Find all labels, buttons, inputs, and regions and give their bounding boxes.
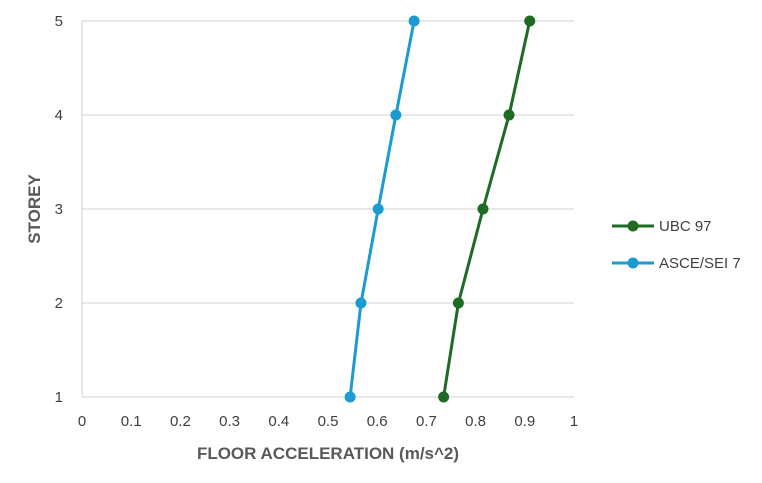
data-point-ubc-97 [503, 109, 515, 121]
gridlines [82, 20, 574, 398]
legend: UBC 97 ASCE/SEI 7 [612, 218, 741, 272]
x-tick-label: 0.8 [465, 413, 486, 430]
legend-marker-asce-sei-7 [627, 257, 639, 269]
x-tick-label: 0.3 [219, 413, 240, 430]
data-point-ubc-97 [452, 297, 464, 309]
legend-label-ubc-97: UBC 97 [659, 218, 712, 235]
data-point-ubc-97 [524, 15, 536, 27]
y-tick-label: 1 [55, 389, 63, 406]
x-tick-label: 0.9 [514, 413, 535, 430]
y-tick-label: 5 [55, 13, 63, 30]
y-axis-title: STOREY [25, 174, 44, 244]
x-axis-title: FLOOR ACCELERATION (m/s^2) [197, 444, 459, 463]
x-tick-label: 0 [78, 413, 86, 430]
x-tick-label: 0.1 [121, 413, 142, 430]
x-tick-label: 0.2 [170, 413, 191, 430]
x-tick-label: 0.5 [318, 413, 339, 430]
data-point-asce-sei-7 [344, 391, 356, 403]
data-point-asce-sei-7 [372, 203, 384, 215]
data-point-ubc-97 [438, 391, 450, 403]
y-tick-label: 2 [55, 295, 63, 312]
x-tick-label: 0.6 [367, 413, 388, 430]
series-group [344, 15, 536, 403]
data-point-asce-sei-7 [390, 109, 402, 121]
legend-label-asce-sei-7: ASCE/SEI 7 [659, 255, 741, 272]
x-tick-label: 1 [570, 413, 578, 430]
tick-labels: 1 2 3 4 5 0 0.1 0.2 0.3 0.4 0.5 0.6 0.7 0.8 0.9 1 [55, 13, 579, 430]
data-point-ubc-97 [477, 203, 489, 215]
data-point-asce-sei-7 [355, 297, 367, 309]
x-tick-label: 0.7 [416, 413, 437, 430]
data-point-asce-sei-7 [408, 15, 420, 27]
y-tick-label: 3 [55, 201, 63, 218]
legend-marker-ubc-97 [627, 220, 639, 232]
x-tick-label: 0.4 [268, 413, 289, 430]
y-tick-label: 4 [55, 107, 63, 124]
